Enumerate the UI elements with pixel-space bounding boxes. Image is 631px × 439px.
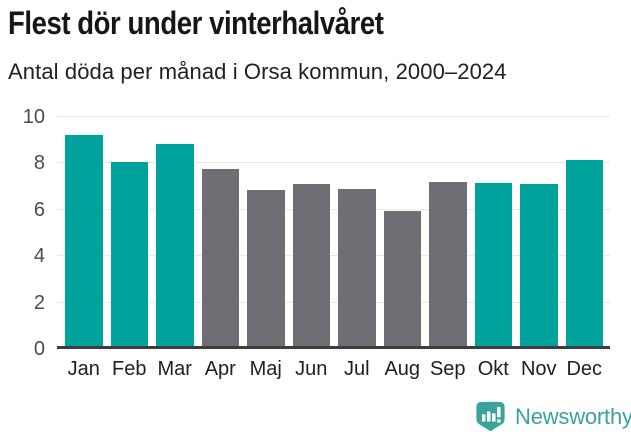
brand-footer: Newsworthy xyxy=(473,400,631,434)
brand-name: Newsworthy xyxy=(515,404,631,429)
x-tick-label-jul: Jul xyxy=(343,358,370,380)
gridline-8 xyxy=(57,162,610,164)
newsworthy-badge-barchart-icon xyxy=(476,401,505,432)
bars-group xyxy=(57,116,610,348)
bar-okt xyxy=(474,183,512,348)
chart-title: Flest dör under vinterhalvåret xyxy=(8,5,384,41)
y-axis-labels: 0 2 4 6 8 10 xyxy=(0,107,45,359)
x-tick-label-okt: Okt xyxy=(477,358,509,380)
x-axis-line xyxy=(57,346,610,349)
gridline-6 xyxy=(57,208,610,210)
x-tick-label-apr: Apr xyxy=(204,358,236,380)
x-axis-labels: Jan Feb Mar Apr Maj Jun Jul Aug Sep Okt Nov Dec xyxy=(57,358,610,381)
bar-aug xyxy=(383,211,421,348)
bar-jul xyxy=(338,189,376,348)
x-tick-label-feb: Feb xyxy=(112,358,147,380)
bar-jun xyxy=(292,184,330,348)
y-tick-label-4: 4 xyxy=(33,245,45,268)
x-tick-label-mar: Mar xyxy=(157,358,192,380)
plot-area xyxy=(57,116,610,349)
y-tick-label-0: 0 xyxy=(33,338,45,360)
bar-dec xyxy=(565,160,603,348)
bar-apr xyxy=(201,169,239,348)
bar-jan xyxy=(65,134,103,348)
x-tick-label-dec: Dec xyxy=(566,358,603,380)
bar-maj xyxy=(247,190,285,348)
y-tick-label-10: 10 xyxy=(22,106,45,128)
x-tick-label-jan: Jan xyxy=(67,358,100,380)
gridline-10 xyxy=(57,116,610,117)
y-tick-label-8: 8 xyxy=(33,152,45,175)
bar-sep xyxy=(429,182,467,348)
x-tick-label-jun: Jun xyxy=(295,358,328,380)
x-tick-label-aug: Aug xyxy=(384,358,421,380)
y-tick-label-2: 2 xyxy=(33,291,45,314)
x-tick-label-maj: Maj xyxy=(249,358,282,380)
x-tick-label-nov: Nov xyxy=(520,358,557,380)
gridline-4 xyxy=(57,255,610,257)
bar-mar xyxy=(156,143,194,348)
chart-subtitle: Antal döda per månad i Orsa kommun, 2000… xyxy=(8,59,507,84)
gridline-2 xyxy=(57,301,610,303)
y-tick-label-6: 6 xyxy=(33,198,45,221)
bar-nov xyxy=(520,184,558,348)
x-tick-label-sep: Sep xyxy=(429,358,466,380)
bar-feb xyxy=(110,162,148,348)
